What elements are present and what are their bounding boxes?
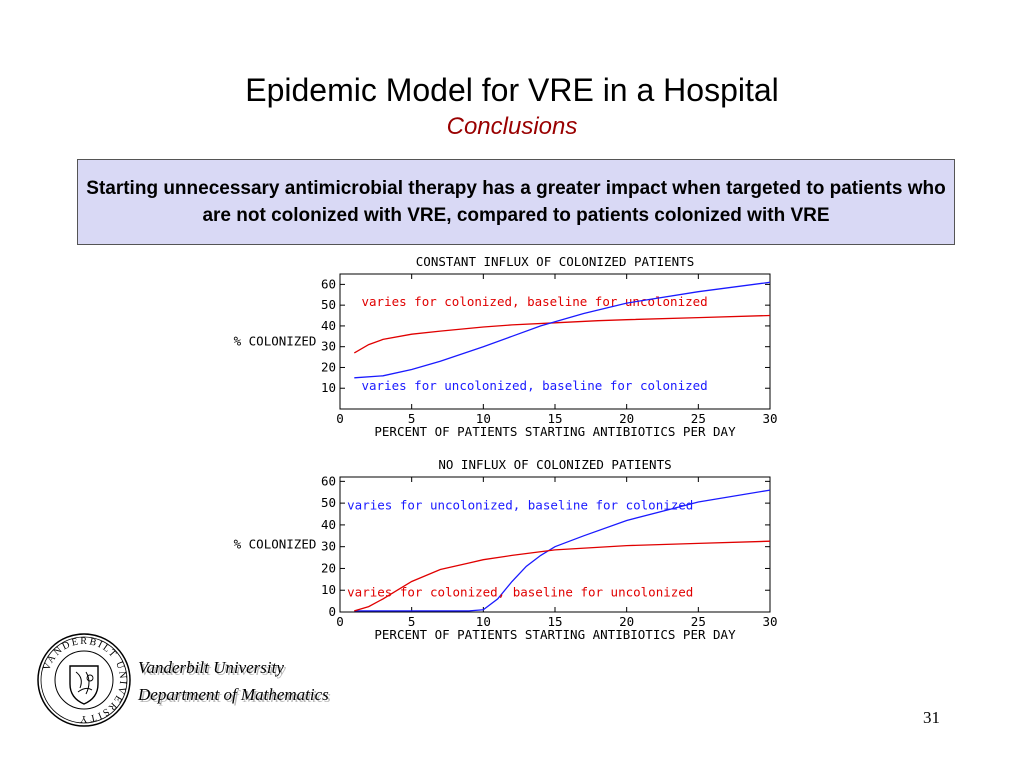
x-tick-label: 30 xyxy=(762,614,777,629)
x-tick-label: 20 xyxy=(619,411,634,426)
series-line xyxy=(354,540,771,612)
conclusion-text: Starting unnecessary antimicrobial thera… xyxy=(86,178,946,226)
y-axis-label: % COLONIZED xyxy=(234,537,317,552)
chart-title: NO INFLUX OF COLONIZED PATIENTS xyxy=(438,457,671,472)
x-tick-label: 20 xyxy=(619,614,634,629)
page-number: 31 xyxy=(923,708,940,727)
university-name: Vanderbilt University xyxy=(138,658,284,677)
y-tick-label: 10 xyxy=(321,582,336,597)
x-tick-label: 5 xyxy=(408,614,416,629)
x-tick-label: 0 xyxy=(336,614,344,629)
chart-svg: CONSTANT INFLUX OF COLONIZED PATIENTS 10 2… xyxy=(234,254,778,439)
slide-title: Epidemic Model for VRE in a Hospital xyxy=(245,72,779,108)
chart-no-influx: NO INFLUX OF COLONIZED PATIENTS 0 10 20 30 40… xyxy=(195,455,795,650)
y-tick-label: 60 xyxy=(321,276,336,291)
y-axis-label: % COLONIZED xyxy=(234,334,317,349)
x-axis-label: PERCENT OF PATIENTS STARTING ANTIBIOTICS… xyxy=(374,627,736,642)
university-seal: VANDERBILT UNIVERSITY xyxy=(36,632,132,728)
y-tick-label: 60 xyxy=(321,473,336,488)
series-label: varies for uncolonized, baseline for col… xyxy=(362,378,708,393)
y-tick-label: 50 xyxy=(321,297,336,312)
x-tick-label: 10 xyxy=(476,614,491,629)
x-tick-label: 5 xyxy=(408,411,416,426)
y-tick-label: 30 xyxy=(321,339,336,354)
series-line xyxy=(354,489,771,612)
y-tick-label: 30 xyxy=(321,539,336,554)
x-tick-label: 25 xyxy=(691,614,706,629)
y-tick-label: 40 xyxy=(321,318,336,333)
series-line xyxy=(353,314,771,354)
series-label: varies for colonized, baseline for uncol… xyxy=(362,294,708,309)
x-tick-label: 10 xyxy=(476,411,491,426)
y-tick-label: 50 xyxy=(321,495,336,510)
chart-constant-influx: CONSTANT INFLUX OF COLONIZED PATIENTS 10 2… xyxy=(195,252,795,447)
y-tick-label: 10 xyxy=(321,380,336,395)
series-label: varies for colonized, baseline for uncol… xyxy=(347,584,693,599)
university-seal-icon: VANDERBILT UNIVERSITY xyxy=(37,633,131,727)
conclusion-callout: Starting unnecessary antimicrobial thera… xyxy=(77,159,955,245)
x-tick-label: 25 xyxy=(691,411,706,426)
department-name: Department of Mathematics xyxy=(138,685,329,704)
series-label: varies for uncolonized, baseline for col… xyxy=(347,497,693,512)
series-line xyxy=(354,281,771,379)
chart-svg: NO INFLUX OF COLONIZED PATIENTS 0 10 20 30 40… xyxy=(234,457,778,642)
x-tick-label: 15 xyxy=(547,614,562,629)
x-tick-label: 0 xyxy=(336,411,344,426)
x-tick-label: 30 xyxy=(762,411,777,426)
slide-subtitle: Conclusions xyxy=(446,113,578,140)
y-tick-label: 40 xyxy=(321,517,336,532)
y-tick-label: 20 xyxy=(321,359,336,374)
chart-title: CONSTANT INFLUX OF COLONIZED PATIENTS xyxy=(416,254,694,269)
x-axis-label: PERCENT OF PATIENTS STARTING ANTIBIOTICS… xyxy=(374,424,736,439)
x-tick-label: 15 xyxy=(547,411,562,426)
y-tick-label: 0 xyxy=(328,604,336,619)
y-tick-label: 20 xyxy=(321,560,336,575)
